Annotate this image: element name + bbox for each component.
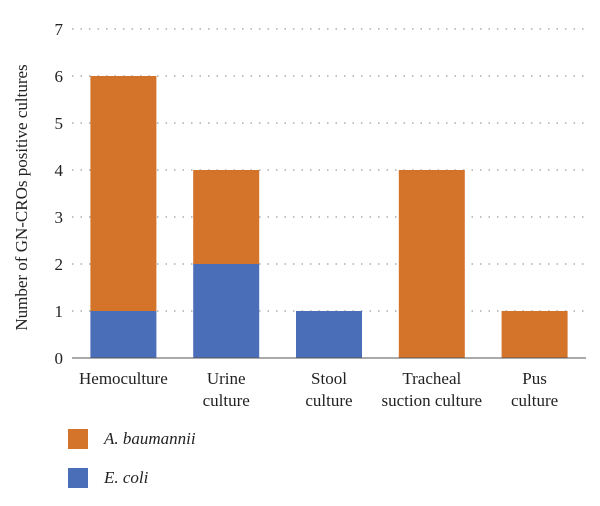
y-tick-label: 1	[55, 302, 64, 321]
bar-segment	[193, 170, 260, 264]
y-tick-label: 7	[55, 20, 64, 39]
y-tick-labels: 0 1 2 3 4 5 6 7	[55, 20, 64, 368]
bar-segment	[296, 311, 362, 358]
bar-segment	[90, 311, 157, 358]
legend-swatch	[68, 429, 88, 449]
x-tick-label: Hemoculture	[79, 369, 168, 388]
bar-segment	[398, 170, 465, 358]
x-tick-labels: Hemoculture Urine culture Stool culture Trach…	[79, 369, 558, 410]
x-tick-label: Pus culture	[511, 369, 558, 410]
legend: A. baumannii E. coli	[68, 428, 368, 506]
x-tick-label: Tracheal suction culture	[382, 369, 483, 410]
legend-label: A. baumannii	[104, 429, 196, 448]
y-tick-label: 6	[55, 67, 64, 86]
y-axis-label: Number of GN-CROs positive cultures	[12, 64, 31, 330]
bar-segment	[193, 264, 260, 358]
legend-swatch	[68, 468, 88, 488]
x-tick-label: Stool culture	[305, 369, 352, 410]
bars	[90, 76, 568, 358]
x-tick-label: Urine culture	[203, 369, 250, 410]
y-tick-label: 5	[55, 114, 64, 133]
legend-item: A. baumannii	[68, 428, 368, 450]
legend-item: E. coli	[68, 467, 368, 489]
y-tick-label: 0	[55, 349, 64, 368]
gridlines	[72, 28, 586, 312]
bar-segment	[501, 311, 568, 358]
y-tick-label: 2	[55, 255, 64, 274]
y-tick-label: 3	[55, 208, 64, 227]
bar-segment	[90, 76, 157, 311]
legend-label: E. coli	[104, 468, 149, 487]
y-tick-label: 4	[55, 161, 64, 180]
